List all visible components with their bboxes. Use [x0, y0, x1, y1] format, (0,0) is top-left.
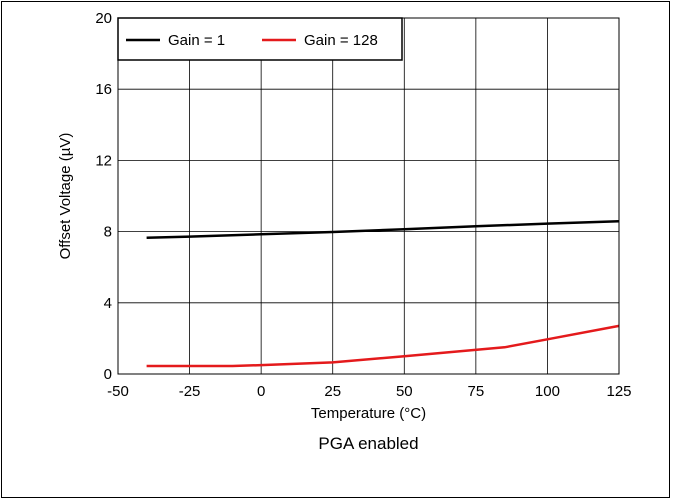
x-tick-label: 25	[324, 383, 341, 400]
x-tick-label: 75	[468, 383, 485, 400]
x-tick-label: -50	[107, 383, 129, 400]
series-line-1	[146, 220, 620, 240]
legend: Gain = 1 Gain = 128	[117, 17, 403, 61]
y-tick-labels: 0 4 8 12 16 20	[95, 10, 112, 383]
series-line-2	[146, 324, 620, 368]
x-tick-label: -25	[179, 383, 201, 400]
legend-box	[117, 17, 403, 61]
legend-label-1: Gain = 1	[168, 32, 225, 49]
y-axis-title: Offset Voltage (µV)	[57, 133, 74, 260]
chart-caption: PGA enabled	[318, 434, 418, 453]
legend-label-2: Gain = 128	[304, 32, 378, 49]
x-axis-title: Temperature (°C)	[311, 405, 426, 422]
x-tick-label: 125	[606, 383, 631, 400]
x-tick-label: 50	[396, 383, 413, 400]
x-tick-label: 100	[535, 383, 560, 400]
series-lines	[146, 220, 620, 368]
y-tick-label: 16	[95, 81, 112, 98]
x-tick-label: 0	[257, 383, 265, 400]
y-tick-label: 12	[95, 152, 112, 169]
y-tick-label: 20	[95, 10, 112, 27]
grid-lines	[117, 17, 620, 375]
x-tick-labels: -50 -25 0 25 50 75 100 125	[107, 383, 631, 400]
y-tick-label: 4	[104, 295, 112, 312]
y-tick-label: 0	[104, 366, 112, 383]
plot-area-border	[117, 17, 620, 375]
y-tick-label: 8	[104, 224, 112, 241]
